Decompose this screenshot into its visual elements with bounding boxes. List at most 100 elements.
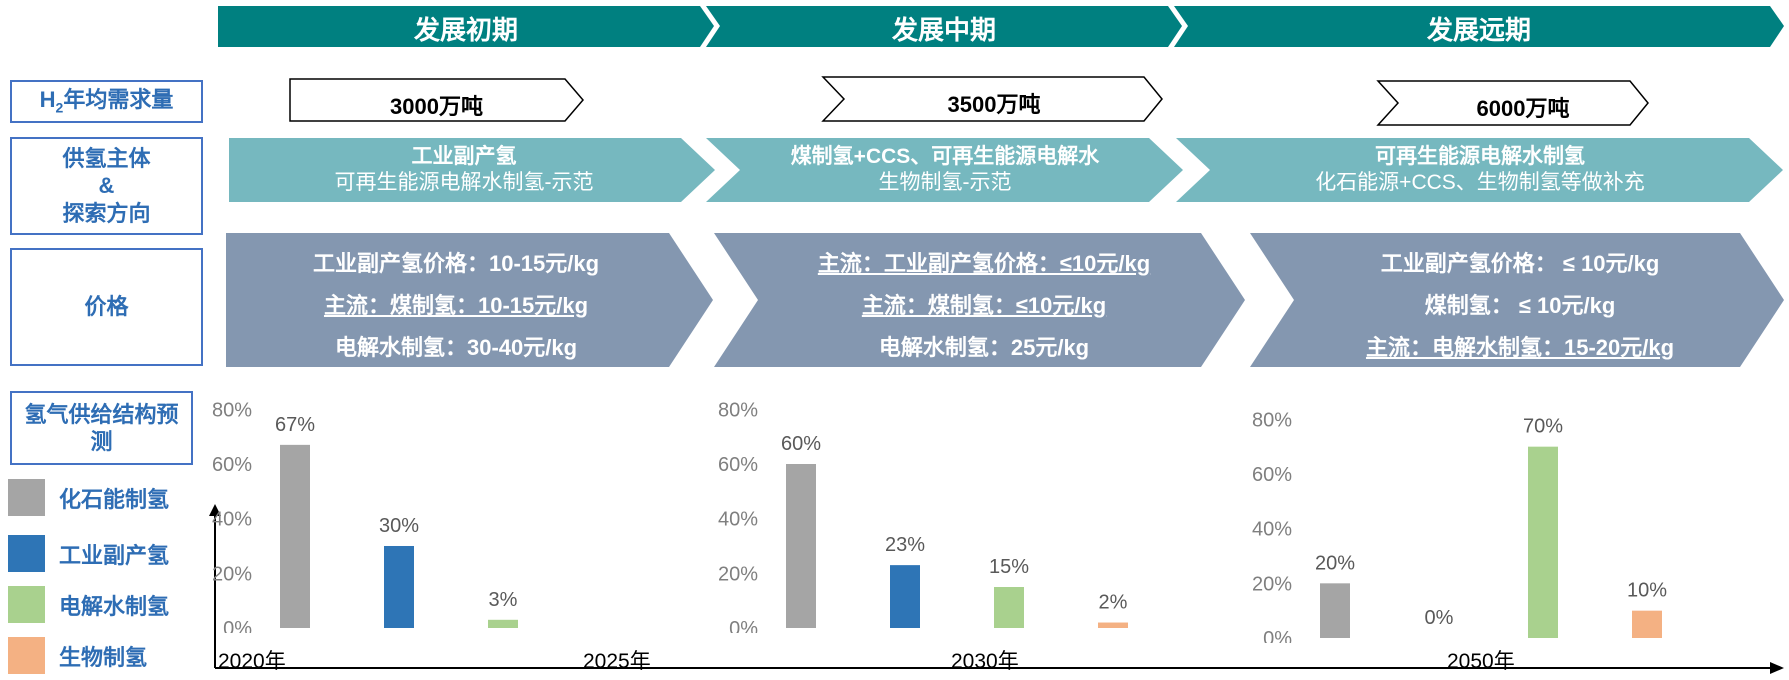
structure-chart-early: 0% 20% 40% 60% 80% 67% 30% 3% [212,399,518,633]
price-text-mid: 主流：工业副产氢价格：≤10元/kg 主流：煤制氢：≤10元/kg 电解水制氢：… [744,243,1224,369]
y-tick-label: 80% [718,399,758,421]
supply-main-early: 工业副产氢 [411,145,517,168]
bar-industrial [890,565,920,628]
row-label-structure: 氢气供给结构预测 [10,391,193,465]
demand-arrow-late [1376,80,1649,126]
y-tick-label: 40% [212,509,252,531]
price-line-early-3: 电解水制氢：30-40元/kg [334,335,578,360]
legend-swatch-bio [8,637,45,674]
data-label-industrial: 0% [1425,607,1454,629]
supply-chevron-late [1176,138,1783,202]
legend-swatch-fossil [8,479,45,516]
phase-label-late: 发展远期 [1426,15,1531,45]
y-tick-label: 0% [223,618,252,633]
price-chevron-late [1250,233,1784,367]
price-line-late-3: 主流：电解水制氢：15-20元/kg [1365,335,1675,360]
demand-arrow-mid [821,76,1163,122]
price-line-mid-3: 电解水制氢：25元/kg [878,335,1090,360]
phase-label-mid: 发展中期 [891,15,996,45]
row-label-h2-demand-text: H2年均需求量 [39,87,174,116]
timeline-label-2030: 2030年 [951,650,1019,673]
price-line-early-2: 主流：煤制氢：10-15元/kg [323,293,589,318]
data-label-fossil: 20% [1315,552,1355,574]
bar-fossil [280,444,310,628]
supply-chevron-mid [706,138,1183,202]
y-tick-label: 20% [1252,573,1292,595]
bar-bio [1098,622,1128,628]
data-label-bio: 10% [1627,580,1667,602]
legend-swatch-electrolysis [8,586,45,623]
supply-chevrons [229,138,1783,202]
data-label-bio: 2% [1099,592,1128,614]
y-tick-label: 20% [718,563,758,585]
timeline-label-2025: 2025年 [583,650,651,673]
legend-item-industrial: 工业副产氢 [8,535,169,572]
demand-value-late: 6000万吨 [1476,96,1570,121]
supply-text-early: 工业副产氢 可再生能源电解水制氢-示范 [229,144,699,196]
supply-text-mid: 煤制氢+CCS、可再生能源电解水 生物制氢-示范 [730,144,1160,196]
supply-main-late: 可再生能源电解水制氢 [1375,145,1585,168]
y-tick-label: 80% [212,399,252,421]
price-text-late: 工业副产氢价格： ≤ 10元/kg 煤制氢： ≤ 10元/kg 主流：电解水制氢… [1280,243,1760,369]
supply-sub-mid: 生物制氢-示范 [878,171,1012,194]
legend-swatch-industrial [8,535,45,572]
row-label-price: 价格 [10,248,203,366]
bar-fossil [1320,583,1350,638]
supply-chevron-early [229,138,715,202]
bar-electrolysis [1528,446,1558,638]
legend-item-electrolysis: 电解水制氢 [8,586,169,623]
data-label-electrolysis: 15% [989,556,1029,578]
structure-chart-late: 0% 20% 40% 60% 80% 20% 0% 70% 10% [1252,409,1667,643]
price-line-late-1: 工业副产氢价格： ≤ 10元/kg [1380,251,1660,276]
data-label-fossil: 60% [781,433,821,455]
data-label-industrial: 30% [379,515,419,537]
phase-chevrons [218,6,1784,47]
price-chevron-early [226,233,713,367]
phase-chevron-late [1174,6,1784,47]
legend-item-fossil: 化石能制氢 [8,479,169,516]
row-label-supply: 供氢主体 & 探索方向 [10,137,203,235]
bar-electrolysis [994,586,1024,628]
bar-bio [1632,610,1662,638]
y-tick-label: 0% [729,618,758,633]
data-label-industrial: 23% [885,534,925,556]
y-tick-label: 40% [1252,519,1292,541]
legend-label-electrolysis: 电解水制氢 [59,593,170,619]
price-line-late-2: 煤制氢： ≤ 10元/kg [1424,293,1616,318]
bar-fossil [786,463,816,628]
data-label-electrolysis: 70% [1523,416,1563,438]
supply-text-late: 可再生能源电解水制氢 化石能源+CCS、生物制氢等做补充 [1200,144,1760,196]
supply-sub-late: 化石能源+CCS、生物制氢等做补充 [1315,171,1645,194]
y-tick-label: 60% [1252,464,1292,486]
structure-chart-mid: 0% 20% 40% 60% 80% 60% 23% 15% 2% [718,399,1128,633]
price-line-mid-1: 主流：工业副产氢价格：≤10元/kg [817,251,1151,276]
bar-industrial [384,545,414,628]
legend-item-bio: 生物制氢 [8,637,147,674]
y-tick-label: 0% [1263,628,1292,643]
legend-label-industrial: 工业副产氢 [59,542,170,568]
price-chevron-mid [714,233,1245,367]
timeline-label-2050: 2050年 [1447,650,1515,673]
supply-sub-early: 可再生能源电解水制氢-示范 [334,171,594,194]
legend-label-fossil: 化石能制氢 [59,486,170,512]
supply-main-mid: 煤制氢+CCS、可再生能源电解水 [790,145,1100,168]
y-tick-label: 80% [1252,409,1292,431]
price-text-early: 工业副产氢价格：10-15元/kg 主流：煤制氢：10-15元/kg 电解水制氢… [226,243,686,369]
demand-arrows [289,76,1649,126]
row-label-h2-demand: H2年均需求量 [10,80,203,123]
y-tick-label: 40% [718,509,758,531]
timeline-label-2020: 2020年 [218,650,286,673]
timeline-axes [209,504,1784,674]
phase-chevron-early [218,6,714,47]
data-label-electrolysis: 3% [489,589,518,611]
bar-electrolysis [488,619,518,628]
legend-label-bio: 生物制氢 [59,644,148,670]
phase-chevron-mid [706,6,1182,47]
y-tick-label: 60% [212,454,252,476]
demand-value-early: 3000万吨 [390,94,483,119]
data-label-fossil: 67% [275,414,315,436]
price-line-early-1: 工业副产氢价格：10-15元/kg [312,251,600,276]
phase-label-early: 发展初期 [413,15,518,45]
demand-arrow-early [289,78,584,122]
